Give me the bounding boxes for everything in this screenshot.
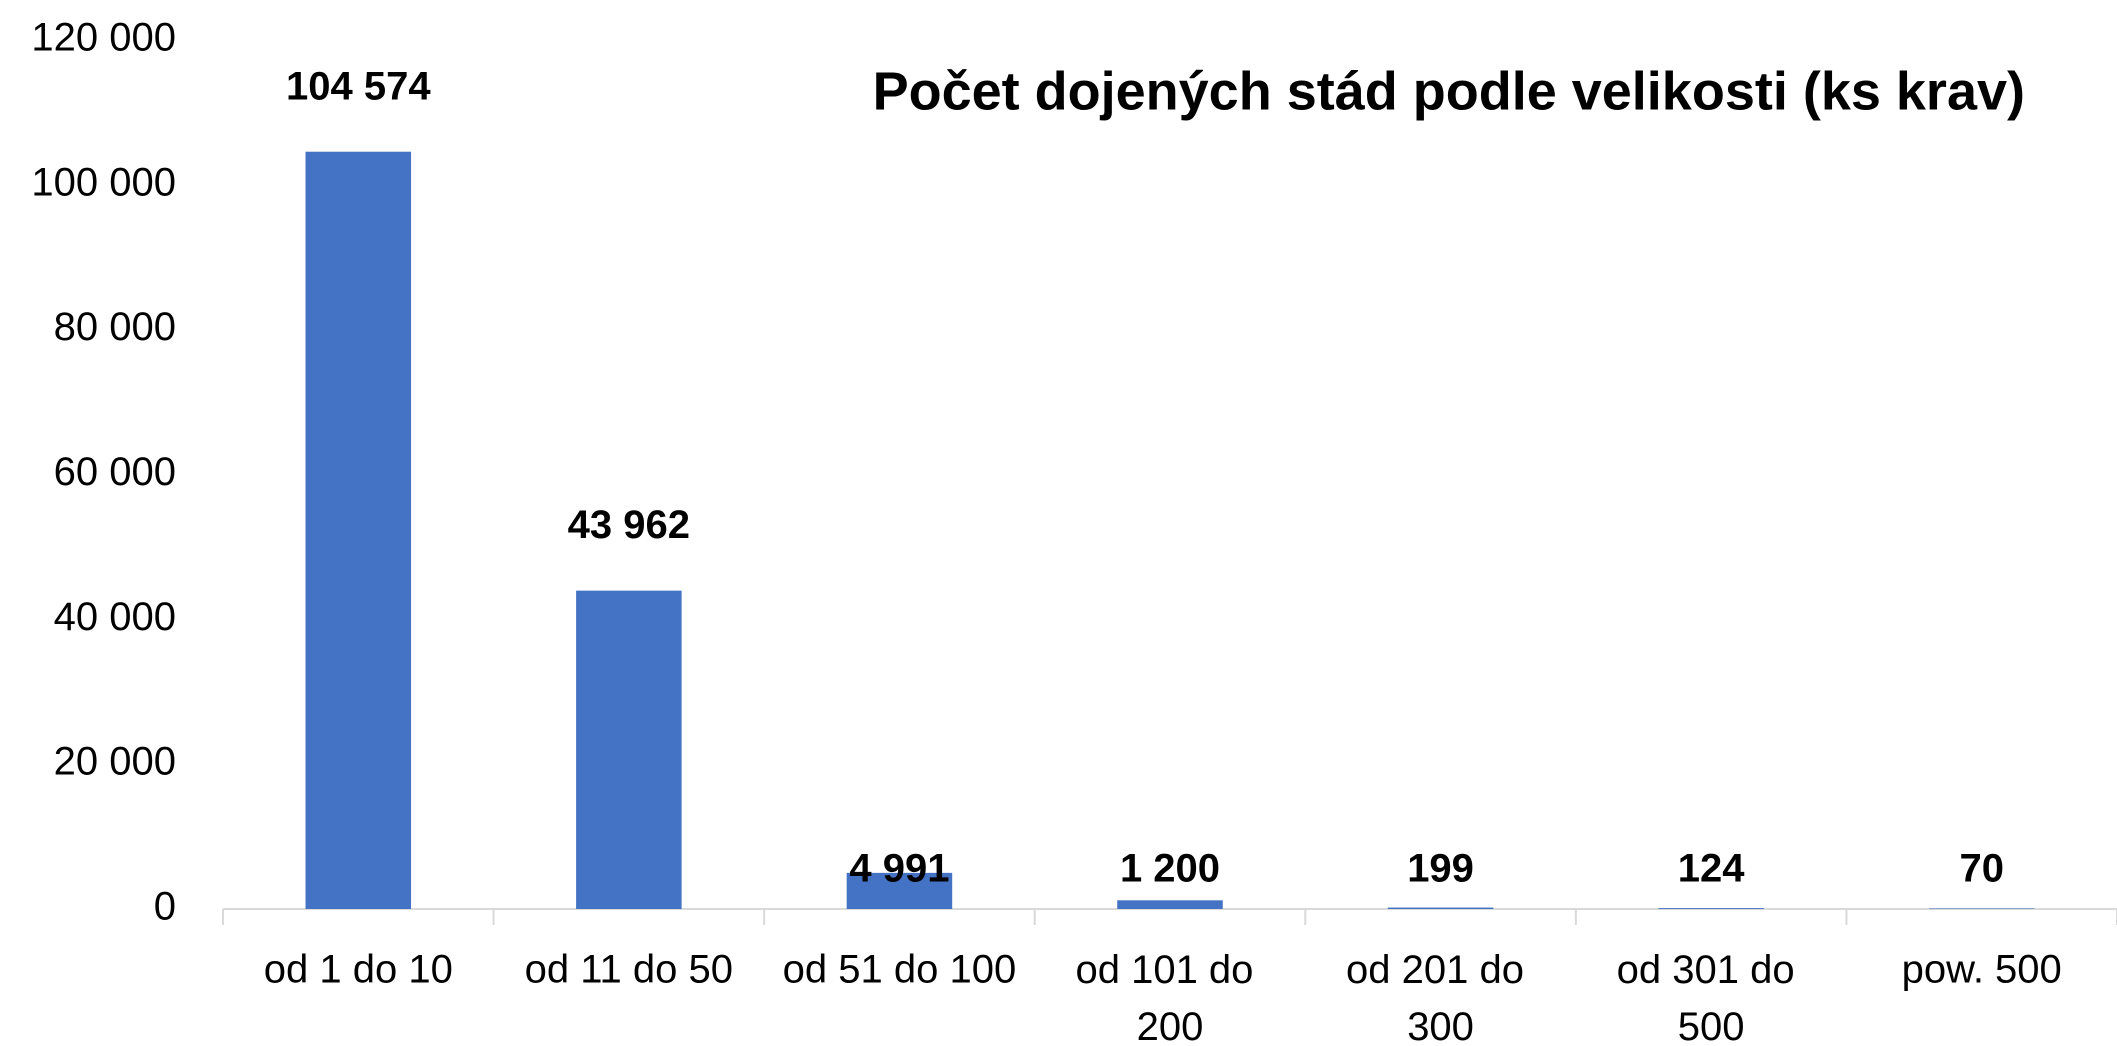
- y-tick-label: 40 000: [54, 595, 176, 639]
- x-tick-label: od 51 do 100: [783, 948, 1017, 992]
- x-tick-label: od 11 do 50: [525, 948, 733, 992]
- value-label: 104 574: [286, 64, 431, 108]
- y-tick-label: 60 000: [54, 450, 176, 494]
- y-tick-label: 80 000: [54, 305, 176, 349]
- bar: [846, 872, 953, 909]
- value-label: 70: [1959, 847, 2004, 891]
- chart-title: Počet dojených stád podle velikosti (ks …: [873, 61, 2025, 121]
- x-tick-label: od 301 do 500: [1617, 948, 1806, 1046]
- bar: [576, 590, 682, 909]
- x-tick-label: od 1 do 10: [264, 948, 453, 992]
- bar: [305, 151, 412, 909]
- bar: [1117, 900, 1223, 909]
- x-tick-label: pow. 500: [1902, 948, 2062, 992]
- value-label: 1 200: [1120, 847, 1220, 891]
- x-tick-label: od 101 do 200: [1075, 948, 1264, 1046]
- y-tick-label: 20 000: [54, 740, 176, 784]
- value-label: 124: [1678, 847, 1745, 891]
- y-tick-label: 0: [154, 885, 176, 929]
- value-label: 199: [1407, 847, 1474, 891]
- y-tick-label: 120 000: [31, 16, 176, 60]
- y-tick-label: 100 000: [31, 160, 176, 204]
- value-label: 4 991: [849, 847, 949, 891]
- bar: [1387, 907, 1494, 909]
- x-tick-label: od 201 do 300: [1346, 948, 1535, 1046]
- bar: [1658, 908, 1764, 909]
- bar: [1928, 908, 2035, 909]
- value-label: 43 962: [568, 503, 690, 547]
